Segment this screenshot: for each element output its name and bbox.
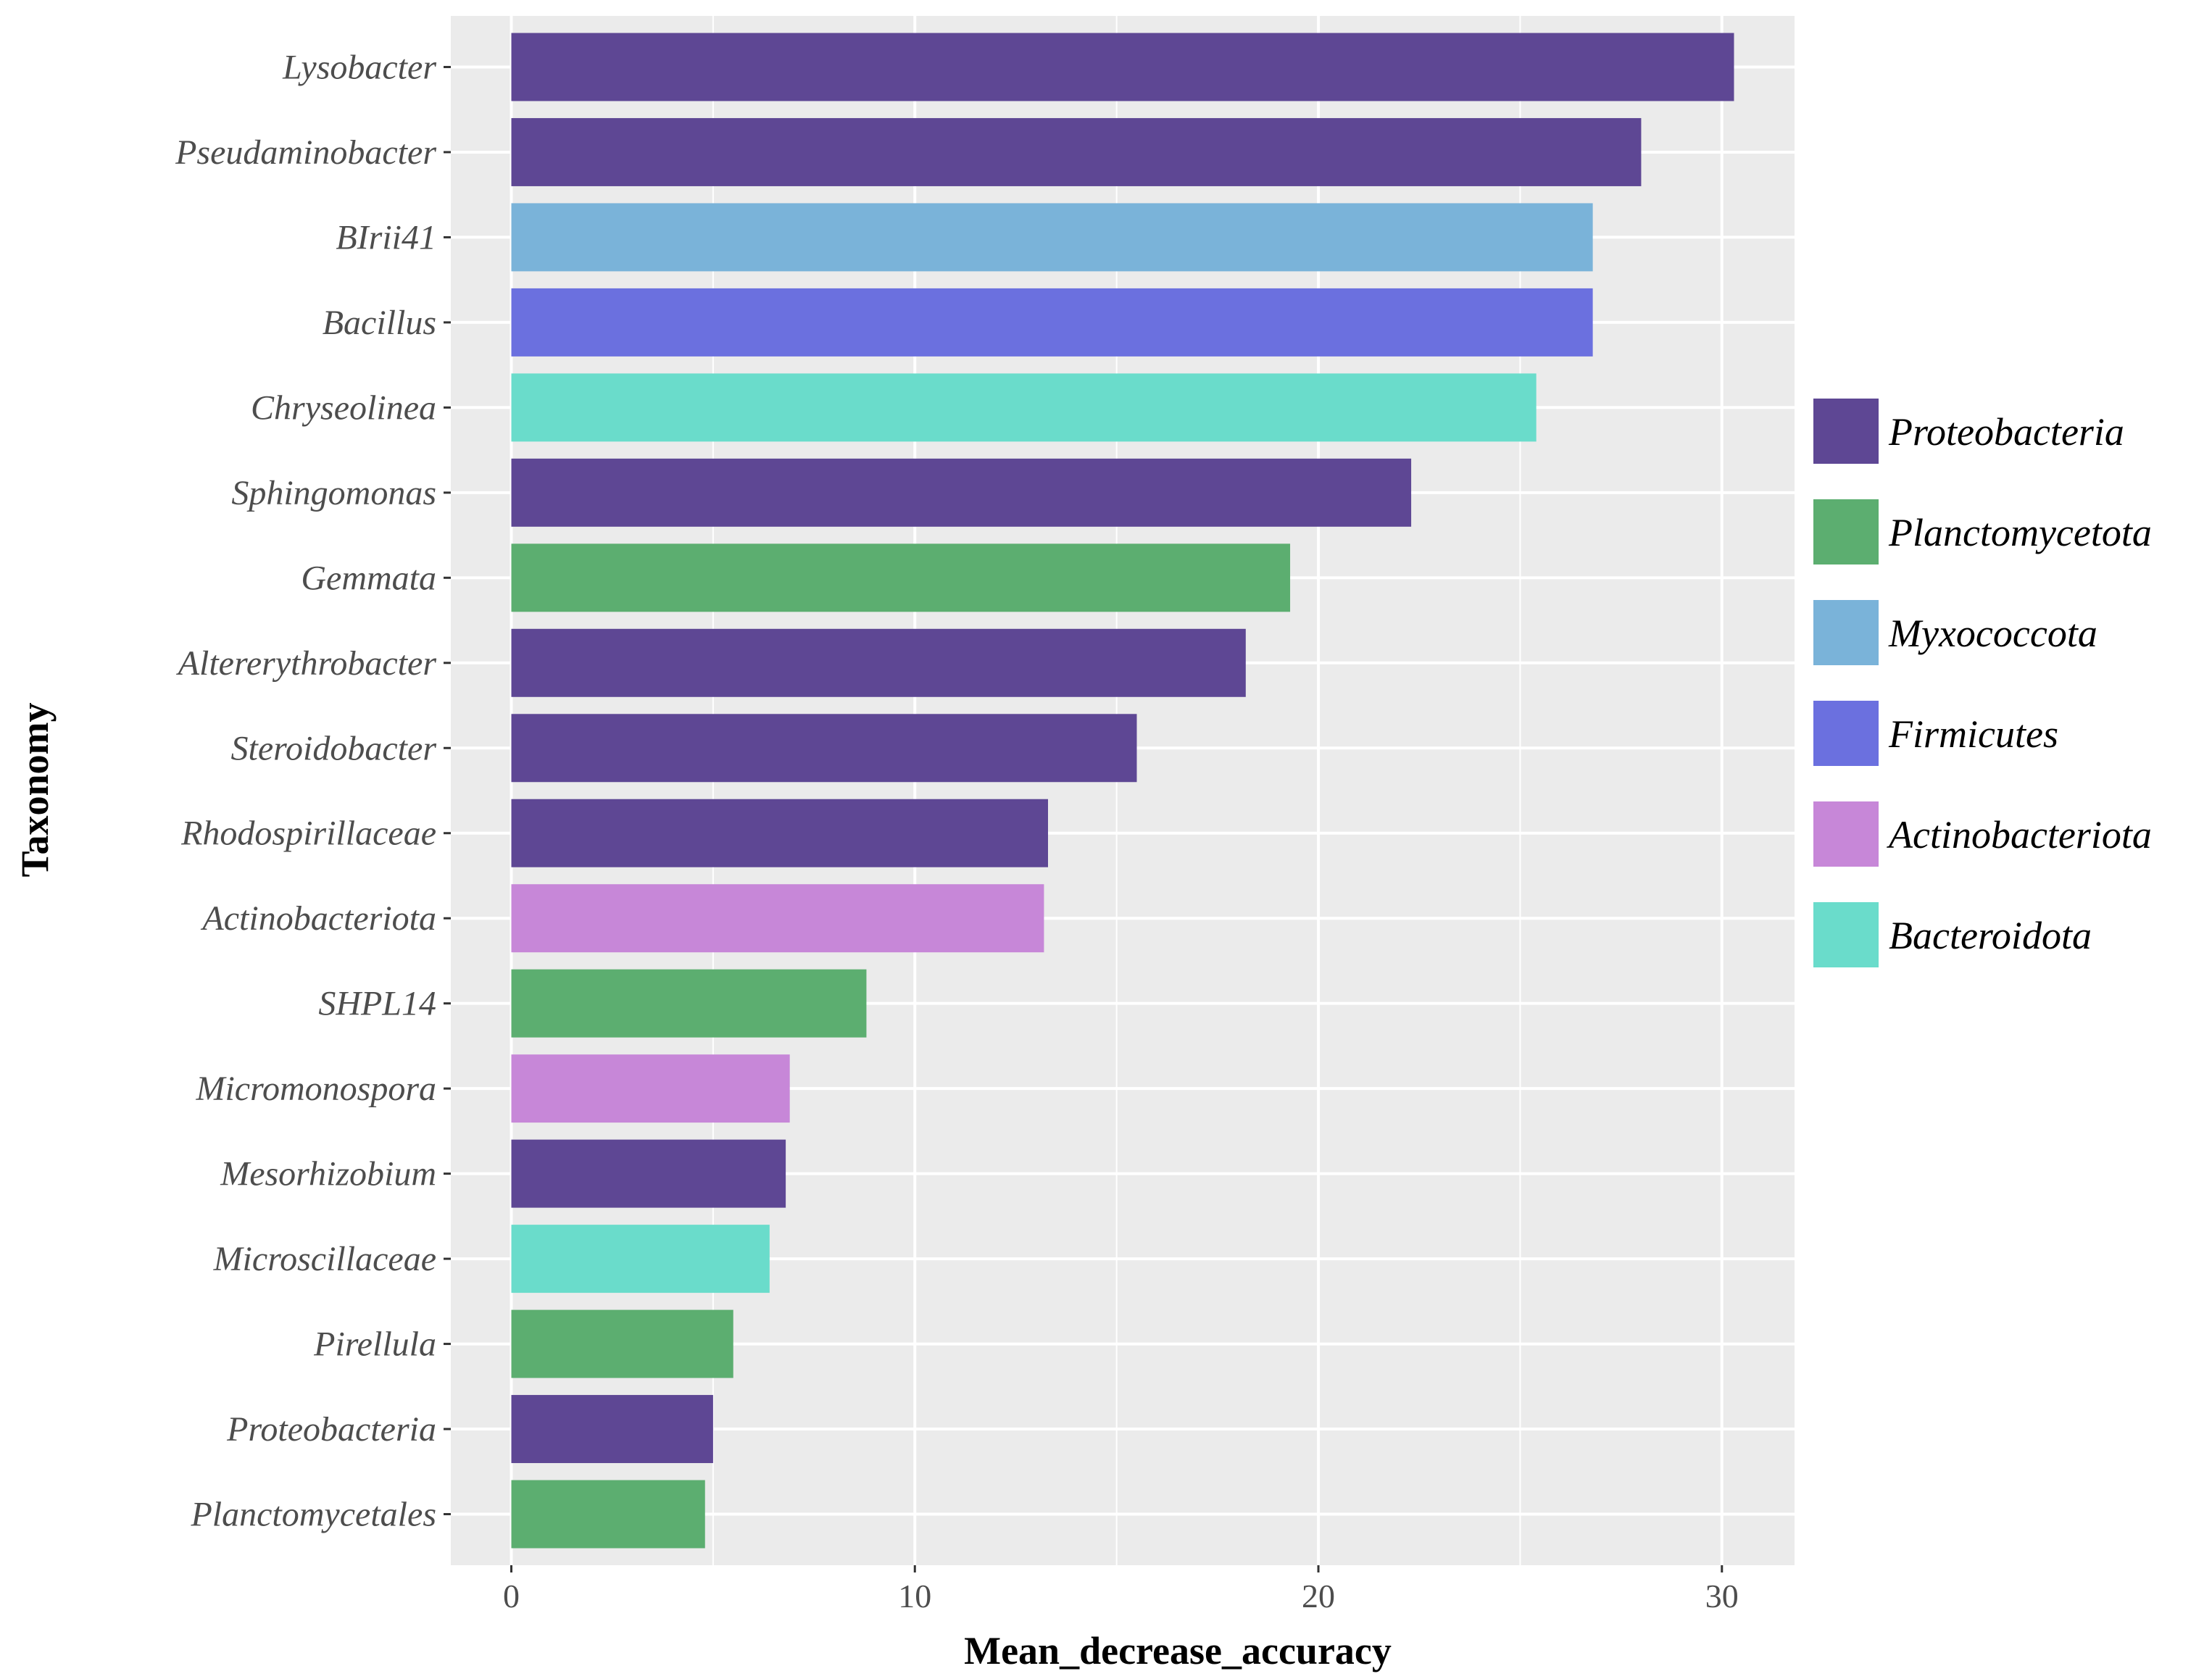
legend-label: Firmicutes xyxy=(1888,712,2058,756)
category-label: Sphingomonas xyxy=(231,474,436,512)
bar-pseudaminobacter xyxy=(511,117,1642,186)
bar-rhodospirillaceae xyxy=(511,799,1048,867)
category-label: Actinobacteriota xyxy=(200,899,436,938)
legend-key-planctomycetota xyxy=(1813,499,1879,564)
legend-key-bacteroidota xyxy=(1813,902,1879,967)
bar-micromonospora xyxy=(511,1054,790,1123)
bar-planctomycetales xyxy=(511,1480,705,1549)
bar-lysobacter xyxy=(511,33,1734,101)
legend: Proteobacteria Planctomycetota Myxococcota… xyxy=(1813,399,2152,967)
category-label: Planctomycetales xyxy=(190,1496,436,1534)
y-axis-ticks: Lysobacter Pseudaminobacter BIrii41 Bacillu… xyxy=(175,48,451,1534)
category-label: Bacillus xyxy=(323,304,436,342)
x-tick-label: 30 xyxy=(1705,1578,1739,1615)
legend-key-proteobacteria xyxy=(1813,399,1879,464)
category-label: Mesorhizobium xyxy=(220,1155,436,1193)
legend-key-actinobacteriota xyxy=(1813,801,1879,867)
bar-steroidobacter xyxy=(511,714,1137,783)
bar-microscillaceae xyxy=(511,1225,770,1293)
bar-chryseolinea xyxy=(511,373,1537,442)
bar-proteobacteria xyxy=(511,1395,713,1464)
legend-label: Proteobacteria xyxy=(1888,410,2124,454)
category-label: Gemmata xyxy=(301,559,436,597)
category-label: Microscillaceae xyxy=(213,1240,436,1278)
x-tick-label: 20 xyxy=(1302,1578,1335,1615)
category-label: Micromonospora xyxy=(195,1070,436,1108)
category-label: Steroidobacter xyxy=(231,729,437,767)
bar-pirellula xyxy=(511,1309,733,1378)
category-label: Rhodospirillaceae xyxy=(180,814,436,853)
bar-mesorhizobium xyxy=(511,1139,786,1208)
x-tick-label: 10 xyxy=(898,1578,931,1615)
plot-panel xyxy=(451,16,1795,1565)
legend-key-firmicutes xyxy=(1813,701,1879,766)
legend-label: Actinobacteriota xyxy=(1887,813,2152,857)
category-label: Lysobacter xyxy=(282,48,436,86)
category-label: BIrii41 xyxy=(336,218,436,257)
category-label: Proteobacteria xyxy=(226,1410,436,1449)
category-label: SHPL14 xyxy=(318,985,436,1023)
legend-label: Planctomycetota xyxy=(1888,511,2152,554)
bar-bacillus xyxy=(511,288,1593,357)
bar-sphingomonas xyxy=(511,458,1412,527)
legend-label: Bacteroidota xyxy=(1889,914,2092,957)
x-axis-ticks: 0 10 20 30 xyxy=(503,1565,1739,1615)
y-axis-title: Taxonomy xyxy=(13,702,57,877)
category-label: Pseudaminobacter xyxy=(175,133,436,172)
legend-label: Myxococcota xyxy=(1888,612,2097,655)
bars xyxy=(511,33,1734,1549)
bar-actinobacteriota xyxy=(511,884,1044,953)
bar-altererythrobacter xyxy=(511,628,1246,697)
category-label: Altererythrobacter xyxy=(176,644,437,683)
category-label: Chryseolinea xyxy=(251,388,436,427)
bar-birii41 xyxy=(511,203,1593,272)
legend-key-myxococcota xyxy=(1813,600,1879,665)
bar-shpl14 xyxy=(511,969,867,1038)
category-label: Pirellula xyxy=(313,1325,436,1364)
bar-gemmata xyxy=(511,543,1291,612)
x-tick-label: 0 xyxy=(503,1578,520,1615)
x-axis-title: Mean_decrease_accuracy xyxy=(964,1629,1392,1672)
